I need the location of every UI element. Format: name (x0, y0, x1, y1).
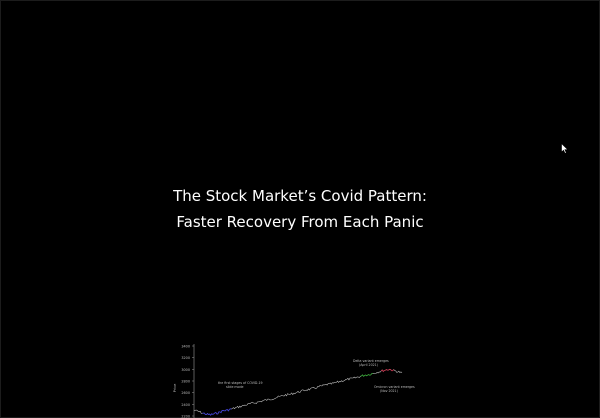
y-axis-label: Price (173, 383, 177, 393)
y-tick-label: 2200 (181, 415, 190, 418)
omicron-highlight (380, 368, 394, 373)
y-tick-label: 3200 (181, 356, 190, 360)
mouse-pointer-icon (561, 143, 569, 154)
annotation-covid-sub: slide mode (226, 385, 244, 389)
stock-chart: 3400 3200 3000 2800 2600 2400 2200 Price the fir… (170, 338, 430, 418)
slide-title: The Stock Market’s Covid Pattern: Faster… (0, 183, 600, 235)
annotation-covid: the first stages of COVID-19 (218, 381, 263, 385)
delta-highlight (360, 373, 373, 377)
y-tick-label: 3400 (181, 345, 190, 349)
y-tick-label: 3000 (181, 368, 190, 372)
y-tick-label: 2600 (181, 391, 190, 395)
annotation-omicron-sub: (Nov 2021) (380, 389, 398, 393)
annotation-delta-sub: (April 2021) (359, 363, 378, 367)
y-tick-label: 2400 (181, 403, 190, 407)
y-tick-label: 2800 (181, 380, 190, 384)
title-line-1: The Stock Market’s Covid Pattern: (173, 187, 427, 205)
annotation-omicron: Omicron variant emerges (374, 385, 415, 389)
crash-highlight (202, 408, 232, 416)
annotation-delta: Delta variant emerges (353, 359, 389, 363)
series-line (193, 369, 403, 416)
title-line-2: Faster Recovery From Each Panic (176, 213, 424, 231)
chart-svg: 3400 3200 3000 2800 2600 2400 2200 Price the fir… (173, 344, 415, 418)
